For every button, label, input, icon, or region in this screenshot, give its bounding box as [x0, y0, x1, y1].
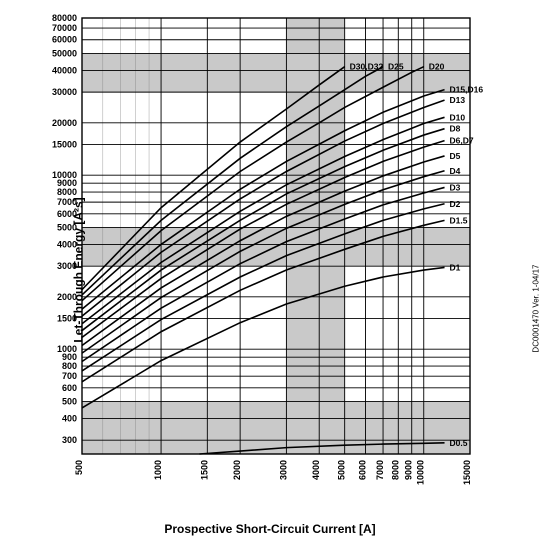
svg-text:70000: 70000: [52, 23, 77, 33]
svg-text:4000: 4000: [311, 460, 321, 480]
svg-text:2000: 2000: [232, 460, 242, 480]
svg-text:8000: 8000: [390, 460, 400, 480]
svg-text:15000: 15000: [462, 460, 472, 485]
series-label-D5: D5: [450, 151, 461, 161]
series-label-D6,D7: D6,D7: [450, 136, 474, 146]
svg-text:20000: 20000: [52, 118, 77, 128]
series-label-D4: D4: [450, 166, 461, 176]
svg-text:1000: 1000: [153, 460, 163, 480]
x-axis-label: Prospective Short-Circuit Current [A]: [164, 522, 375, 536]
svg-text:300: 300: [62, 435, 77, 445]
svg-text:500: 500: [62, 397, 77, 407]
series-label-D1.5: D1.5: [450, 215, 468, 225]
svg-text:400: 400: [62, 413, 77, 423]
svg-text:8000: 8000: [57, 187, 77, 197]
series-label-D10: D10: [450, 112, 466, 122]
series-label-D13: D13: [450, 95, 466, 105]
svg-text:40000: 40000: [52, 65, 77, 75]
y-axis-label: Let-Through Energy [A²s]: [72, 197, 86, 342]
svg-text:1500: 1500: [199, 460, 209, 480]
svg-text:500: 500: [74, 460, 84, 475]
svg-text:60000: 60000: [52, 35, 77, 45]
svg-text:80000: 80000: [52, 13, 77, 23]
series-label-D30,D32: D30,D32: [350, 62, 384, 72]
series-label-D20: D20: [429, 62, 445, 72]
svg-text:6000: 6000: [357, 460, 367, 480]
series-label-D0.5: D0.5: [450, 438, 468, 448]
series-D13: [82, 100, 445, 316]
series-label-D2: D2: [450, 199, 461, 209]
series-label-D25: D25: [388, 62, 404, 72]
series-label-D3: D3: [450, 182, 461, 192]
series-label-D1: D1: [450, 262, 461, 272]
svg-text:800: 800: [62, 361, 77, 371]
svg-text:5000: 5000: [337, 460, 347, 480]
svg-text:600: 600: [62, 383, 77, 393]
svg-text:9000: 9000: [404, 460, 414, 480]
svg-text:700: 700: [62, 371, 77, 381]
svg-text:10000: 10000: [416, 460, 426, 485]
series-label-D8: D8: [450, 124, 461, 134]
svg-text:15000: 15000: [52, 140, 77, 150]
svg-text:3000: 3000: [278, 460, 288, 480]
svg-text:30000: 30000: [52, 87, 77, 97]
svg-text:50000: 50000: [52, 49, 77, 59]
svg-text:1000: 1000: [57, 344, 77, 354]
doc-version-note: DC0001470 Ver. 1-04/17: [532, 265, 540, 353]
svg-text:7000: 7000: [375, 460, 385, 480]
series-label-D15,D16: D15,D16: [450, 85, 484, 95]
svg-text:10000: 10000: [52, 170, 77, 180]
